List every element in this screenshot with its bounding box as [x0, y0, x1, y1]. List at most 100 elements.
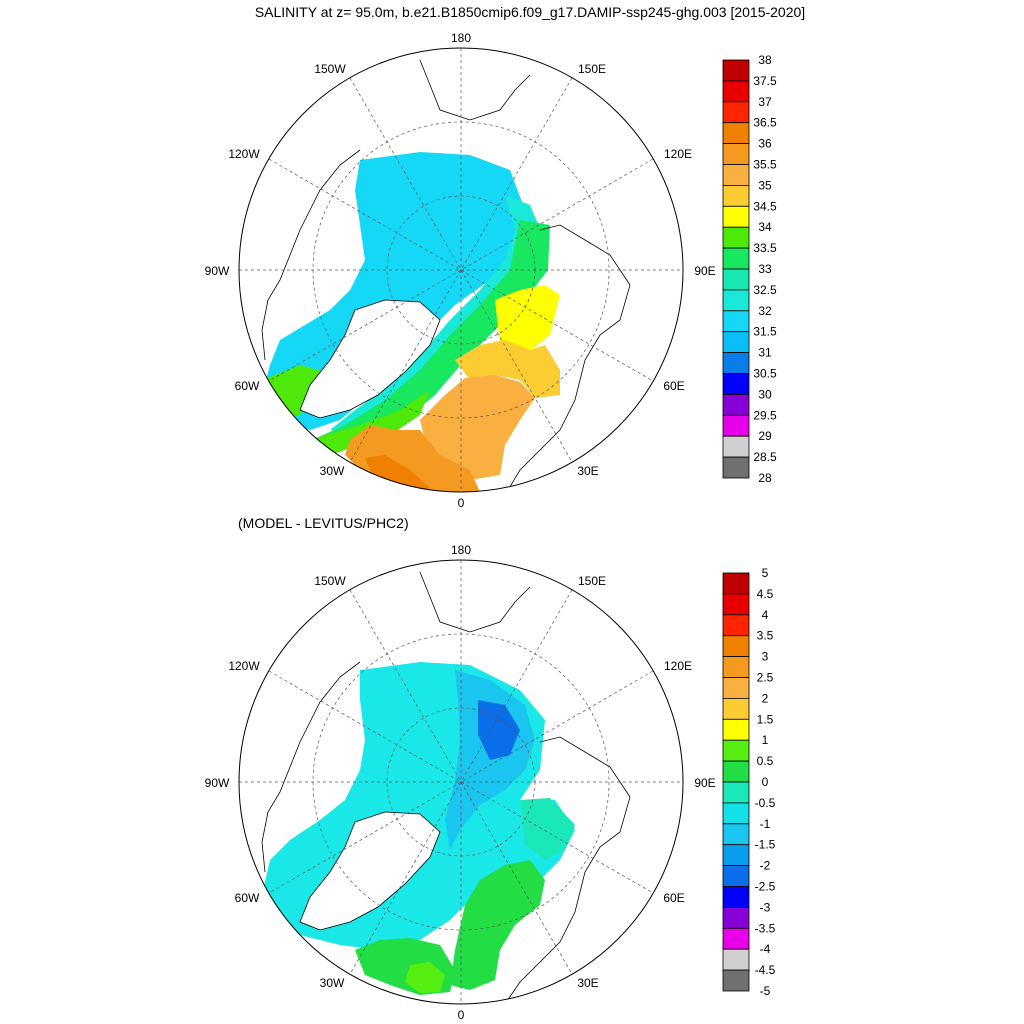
bottom-colorbar-label: 4.5 — [757, 587, 774, 601]
top-field-35 — [455, 340, 560, 398]
top-colorbar-box — [722, 59, 750, 82]
bottom-panel: (MODEL - LEVITUS/PHC2) — [205, 515, 776, 1022]
top-title: SALINITY at z= 95.0m, b.e21.B1850cmip6.f… — [255, 4, 805, 20]
top-colorbar-box — [722, 435, 750, 458]
top-field-33 — [312, 220, 550, 445]
top-lon-0: 0 — [458, 496, 465, 510]
top-colorbar-box — [722, 393, 750, 416]
bottom-colorbar-box — [722, 677, 750, 699]
top-colorbar-label: 38 — [758, 53, 772, 67]
bottom-colorbar-label: -4 — [760, 942, 771, 956]
bottom-lon-120w: 120W — [228, 659, 260, 673]
top-colorbar-label: 37 — [758, 95, 772, 109]
bottom-colorbar-label: 1 — [762, 733, 769, 747]
top-colorbar-box — [722, 143, 750, 165]
top-lon-30w: 30W — [320, 464, 345, 478]
bottom-colorbar-box — [722, 865, 750, 887]
top-bering-outline — [419, 59, 531, 121]
top-colorbar-box — [722, 247, 750, 270]
top-map-border — [238, 47, 684, 493]
bottom-colorbar-label: -2 — [760, 859, 771, 873]
bottom-colorbar-box — [722, 593, 750, 616]
bottom-lon-90w: 90W — [205, 776, 230, 790]
bottom-colorbar-label: 1.5 — [757, 712, 774, 726]
bottom-colorbar-box — [722, 614, 750, 637]
bottom-lon-150w: 150W — [314, 574, 346, 588]
bottom-colorbar-label: 4 — [762, 608, 769, 622]
bottom-colorbar-box — [722, 844, 750, 867]
bottom-lon-60w: 60W — [235, 891, 260, 905]
top-lon-60e: 60E — [663, 379, 684, 393]
top-colorbar-label: 36 — [758, 137, 772, 151]
top-colorbar-box — [722, 80, 750, 103]
bottom-colorbar-box — [722, 698, 750, 720]
bottom-colorbar-box — [722, 823, 750, 846]
bottom-colorbar-label: -1 — [760, 817, 771, 831]
bottom-colorbar-label: 0 — [762, 775, 769, 789]
top-colorbar-box — [722, 268, 750, 291]
bottom-colorbar-box — [722, 802, 750, 825]
top-lon-60w: 60W — [235, 379, 260, 393]
top-lon-labels: 180 150E 120E 90E 60E 30E 0 30W 60W 90W … — [205, 31, 716, 510]
bottom-colorbar-label: -5 — [760, 984, 771, 998]
bottom-lon-150e: 150E — [578, 574, 606, 588]
top-colorbar-label: 30 — [758, 387, 772, 401]
bottom-colorbar-label: 0.5 — [757, 754, 774, 768]
bottom-lon-90e: 90E — [694, 776, 715, 790]
top-colorbar-box — [722, 101, 750, 124]
top-colorbar-label: 31 — [758, 346, 772, 360]
bottom-colorbar-box — [722, 739, 750, 762]
bottom-america-outline — [261, 661, 361, 873]
top-colorbar-box — [722, 226, 750, 249]
bottom-lon-60e: 60E — [663, 891, 684, 905]
bottom-bering-outline — [419, 571, 531, 633]
top-colorbar-box — [722, 289, 750, 312]
bottom-colorbar-label: 5 — [762, 566, 769, 580]
top-colorbar-box — [722, 414, 750, 437]
bottom-colorbar-box — [722, 656, 750, 678]
top-colorbar-label: 32.5 — [753, 283, 777, 297]
bottom-colorbar-box — [722, 718, 750, 741]
top-colorbar-box — [722, 122, 750, 144]
bottom-greenland-outline — [299, 811, 441, 931]
top-colorbar-label: 33.5 — [753, 241, 777, 255]
bottom-title: (MODEL - LEVITUS/PHC2) — [238, 515, 409, 531]
bottom-field-minus2 — [478, 700, 520, 760]
bottom-colorbar-label: 2 — [762, 691, 769, 705]
top-eurasia-outline — [504, 224, 631, 492]
bottom-map — [239, 560, 683, 1004]
top-colorbar-label: 35.5 — [753, 158, 777, 172]
top-field-35_5 — [420, 375, 535, 480]
bottom-colorbar-box — [722, 760, 750, 783]
bottom-colorbar-box — [722, 635, 750, 658]
top-colorbar-label: 37.5 — [753, 74, 777, 88]
top-lon-90e: 90E — [694, 264, 715, 278]
bottom-eurasia-outline — [504, 736, 631, 1004]
top-lon-90w: 90W — [205, 264, 230, 278]
bottom-field-minus0_5 — [520, 798, 575, 860]
top-colorbar-label: 34.5 — [753, 199, 777, 213]
bottom-colorbar-label: -3.5 — [755, 921, 776, 935]
top-colorbar-box — [722, 184, 750, 207]
top-colorbar: 38 37.5 37 36.5 36 35.5 35 34.5 34 33.5 33 32.5 32 31… — [722, 53, 777, 485]
top-lon-180: 180 — [451, 31, 471, 45]
top-america-outline — [261, 149, 361, 361]
top-lon-120e: 120E — [664, 147, 692, 161]
bottom-field-0_5 — [405, 962, 445, 993]
bottom-colorbar-label: -4.5 — [755, 963, 776, 977]
bottom-field-0 — [450, 860, 545, 990]
bottom-colorbar-box — [722, 907, 750, 929]
top-colorbar-label: 31.5 — [753, 325, 777, 339]
bottom-colorbar-box — [722, 969, 750, 992]
top-colorbar-label: 34 — [758, 220, 772, 234]
top-field-32_5 — [330, 195, 545, 432]
bottom-graticule — [239, 560, 683, 1004]
bottom-colorbar-label: 3 — [762, 650, 769, 664]
bottom-lon-180: 180 — [451, 543, 471, 557]
bottom-colorbar-label: 2.5 — [757, 671, 774, 685]
top-colorbar-label: 28 — [758, 471, 772, 485]
top-field-34_5 — [495, 285, 560, 355]
top-lon-30e: 30E — [577, 464, 598, 478]
bottom-colorbar-box — [722, 886, 750, 908]
